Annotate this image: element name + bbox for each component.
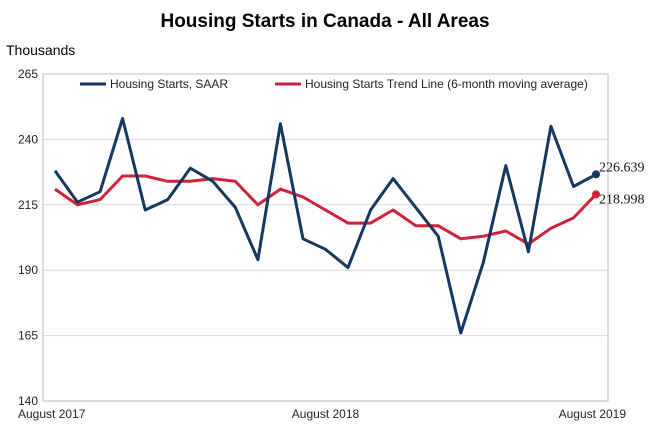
legend-label-0: Housing Starts, SAAR bbox=[110, 77, 228, 91]
x-tick-label: August 2017 bbox=[18, 407, 86, 421]
end-value-label-1: 218.998 bbox=[599, 192, 645, 207]
y-tick-label: 165 bbox=[18, 329, 38, 343]
x-tick-label: August 2018 bbox=[292, 407, 360, 421]
y-tick-label: 190 bbox=[18, 263, 38, 277]
chart-title: Housing Starts in Canada - All Areas bbox=[160, 11, 490, 32]
x-tick-labels: August 2017 August 2018 August 2019 bbox=[18, 407, 626, 421]
end-point-0 bbox=[592, 170, 600, 179]
series-line-1 bbox=[54, 174, 598, 246]
series-lines bbox=[53, 117, 598, 335]
x-tick-label: August 2019 bbox=[559, 407, 627, 421]
end-points bbox=[592, 170, 600, 199]
end-point-1 bbox=[592, 190, 600, 199]
y-tick-label: 240 bbox=[18, 132, 38, 146]
legend-label-1: Housing Starts Trend Line (6-month movin… bbox=[305, 77, 588, 91]
end-value-labels: 226.639 218.998 bbox=[599, 160, 645, 207]
grid-lines bbox=[43, 138, 608, 337]
series-line-0 bbox=[53, 117, 597, 335]
y-axis-unit-label: Thousands bbox=[6, 42, 76, 58]
y-tick-label: 265 bbox=[18, 67, 38, 81]
y-tick-label: 215 bbox=[18, 198, 38, 212]
end-value-label-0: 226.639 bbox=[599, 160, 645, 175]
y-tick-label: 140 bbox=[18, 394, 38, 408]
plot-area-border bbox=[42, 73, 609, 402]
y-tick-labels: 140 165 190 215 240 265 bbox=[18, 67, 38, 408]
legend: Housing Starts, SAAR Housing Starts Trend… bbox=[80, 77, 588, 91]
